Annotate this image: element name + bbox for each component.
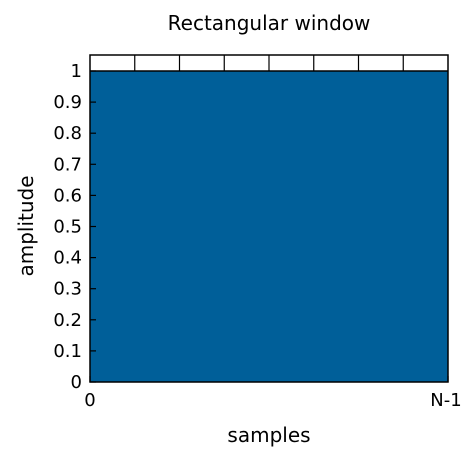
y-tick-label: 0 [71, 372, 82, 393]
y-tick-label: 1 [71, 61, 82, 82]
y-tick-label: 0.2 [53, 310, 82, 331]
y-tick-label: 0.3 [53, 279, 82, 300]
chart-title: Rectangular window [168, 11, 371, 35]
x-axis-label: samples [227, 423, 310, 447]
x-tick-label: N-1 [430, 390, 461, 411]
x-axis-ticks: 0 N-1 [84, 376, 462, 411]
y-axis-label: amplitude [14, 175, 38, 276]
y-tick-label: 0.9 [53, 92, 82, 113]
y-tick-label: 0.7 [53, 154, 82, 175]
top-border-segments [134, 55, 404, 71]
y-tick-label: 0.8 [53, 123, 82, 144]
plot-area [89, 54, 449, 383]
y-tick-label: 0.4 [53, 248, 82, 269]
window-area [90, 71, 448, 382]
y-axis-ticks: 0 0.1 0.2 0.3 0.4 0.5 0.6 0.7 0.8 0.9 1 [53, 61, 96, 393]
y-tick-label: 0.1 [53, 341, 82, 362]
y-tick-label: 0.6 [53, 185, 82, 206]
x-tick-label: 0 [84, 390, 95, 411]
y-tick-label: 0.5 [53, 217, 82, 238]
